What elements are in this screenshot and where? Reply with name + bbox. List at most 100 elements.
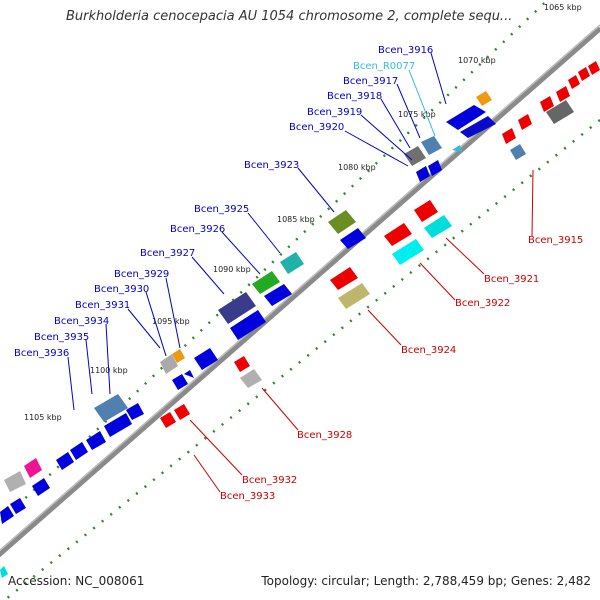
kbp-1090: 1090 kbp: [213, 265, 251, 274]
chromosome-backbone-highlight: [0, 24, 600, 552]
gene-feature-3918: [404, 146, 426, 166]
leader-3928: [261, 387, 299, 431]
gene-feature-3921: [414, 200, 438, 222]
gene-feature-red-e: [578, 67, 590, 81]
gene-label-bcen-3920[interactable]: Bcen_3920: [289, 122, 344, 133]
kbp-1080: 1080 kbp: [338, 163, 376, 172]
gene-label-bcen-3923[interactable]: Bcen_3923: [244, 160, 299, 171]
leader-3925: [247, 212, 281, 254]
gene-label-bcen-3929[interactable]: Bcen_3929: [114, 269, 169, 280]
gene-label-bcen-3930[interactable]: Bcen_3930: [94, 284, 149, 295]
gene-feature-blue-left-2: [0, 506, 14, 524]
gene-feature-3930: [160, 354, 178, 374]
gene-label-bcen-3935[interactable]: Bcen_3935: [34, 332, 89, 343]
gene-feature-3925: [280, 252, 304, 274]
accession-text: Accession: NC_008061: [8, 574, 145, 588]
gene-feature-3936c: [56, 452, 74, 470]
leader-3929: [165, 277, 181, 349]
topology-summary: Topology: circular; Length: 2,788,459 bp…: [261, 574, 591, 588]
gene-feature-pink: [24, 458, 42, 478]
gene-feature-3931b: [184, 370, 194, 378]
gene-label-bcen-3922[interactable]: Bcen_3922: [455, 298, 510, 309]
leader-3919: [360, 114, 413, 161]
forward-strand-features: [0, 91, 496, 524]
leader-3936: [67, 356, 75, 411]
gene-feature-3931: [172, 374, 188, 390]
gene-label-bcen-3927[interactable]: Bcen_3927: [140, 248, 195, 259]
reverse-gene-labels: Bcen_3915 Bcen_3921 Bcen_3922 Bcen_3924 …: [220, 235, 583, 502]
leader-3924: [367, 309, 402, 346]
forward-leaders: [67, 52, 447, 411]
gene-label-bcen-3931[interactable]: Bcen_3931: [75, 300, 130, 311]
gene-feature-3929: [194, 348, 218, 370]
gene-label-bcen-3916[interactable]: Bcen_3916: [378, 45, 433, 56]
leader-3918: [380, 98, 411, 149]
leader-r0077: [408, 69, 436, 137]
leader-3923: [297, 167, 335, 213]
gene-feature-3924b: [338, 283, 370, 309]
gene-feature-blue-left-3: [10, 498, 26, 514]
leader-3927: [191, 256, 225, 295]
gene-feature-3916: [446, 105, 486, 130]
leader-3916: [430, 52, 447, 105]
leader-3932: [189, 419, 243, 476]
gene-label-bcen-3934[interactable]: Bcen_3934: [54, 316, 109, 327]
gene-feature-cyan-left: [0, 566, 8, 578]
map-title: Burkholderia cenocepacia AU 1054 chromos…: [66, 9, 513, 24]
gene-feature-3934: [94, 394, 128, 422]
gene-label-bcen-3917[interactable]: Bcen_3917: [343, 76, 398, 87]
gene-feature-3935: [104, 413, 132, 437]
reverse-leaders: [189, 169, 534, 493]
gene-label-bcen-3933[interactable]: Bcen_3933: [220, 491, 275, 502]
leader-3915: [531, 169, 534, 237]
gene-label-bcen-3915[interactable]: Bcen_3915: [528, 235, 583, 246]
gene-feature-3933: [160, 412, 176, 428]
gene-feature-3921b: [424, 215, 452, 238]
leader-3921: [445, 237, 485, 275]
gene-feature-orange-1: [476, 91, 492, 106]
gene-label-bcen-3919[interactable]: Bcen_3919: [307, 107, 362, 118]
gene-label-bcen-3921[interactable]: Bcen_3921: [484, 274, 539, 285]
leader-3933: [193, 454, 221, 493]
gene-feature-3915b: [502, 128, 516, 144]
gene-feature-3922: [384, 223, 412, 246]
gene-label-bcen-3918[interactable]: Bcen_3918: [327, 91, 382, 102]
gene-feature-3932: [174, 404, 190, 420]
gene-label-bcen-3924[interactable]: Bcen_3924: [401, 345, 456, 356]
gene-label-bcen-3936[interactable]: Bcen_3936: [14, 348, 69, 359]
gene-feature-red-d: [568, 75, 580, 89]
leader-3930: [145, 291, 167, 357]
gene-label-bcen-3928[interactable]: Bcen_3928: [297, 430, 352, 441]
gene-feature-3927: [218, 292, 256, 324]
gene-feature-blue-left: [32, 478, 50, 496]
gene-feature-3915: [510, 144, 526, 160]
kbp-1085: 1085 kbp: [277, 215, 315, 224]
gene-feature-gray-a: [546, 100, 574, 124]
kbp-1095: 1095 kbp: [152, 317, 190, 326]
kbp-1075: 1075 kbp: [398, 110, 436, 119]
gene-feature-3928b: [240, 369, 262, 388]
gene-feature-3927b: [230, 310, 266, 340]
gene-feature-3934b: [126, 403, 144, 420]
gene-feature-3919: [416, 166, 430, 182]
forward-gene-labels: Bcen_3916 Bcen_R0077 Bcen_3917 Bcen_3918…: [14, 45, 433, 359]
gene-label-bcen-r0077[interactable]: Bcen_R0077: [353, 61, 415, 72]
gene-feature-rna: [452, 145, 462, 152]
gene-feature-red-b: [540, 96, 554, 112]
leader-3920: [344, 130, 409, 167]
gene-feature-3922b: [392, 239, 424, 265]
gene-feature-3926b: [264, 284, 292, 306]
gene-label-bcen-3932[interactable]: Bcen_3932: [242, 475, 297, 486]
kbp-1105: 1105 kbp: [24, 413, 62, 422]
chromosome-backbone: [0, 25, 600, 558]
leader-3917: [396, 83, 421, 139]
gene-label-bcen-3925[interactable]: Bcen_3925: [194, 204, 249, 215]
gene-feature-3920: [428, 160, 442, 176]
gene-feature-red-a: [518, 114, 532, 130]
gene-label-bcen-3926[interactable]: Bcen_3926: [170, 224, 225, 235]
gene-feature-red-c: [556, 86, 570, 102]
gene-feature-3926: [252, 271, 280, 294]
